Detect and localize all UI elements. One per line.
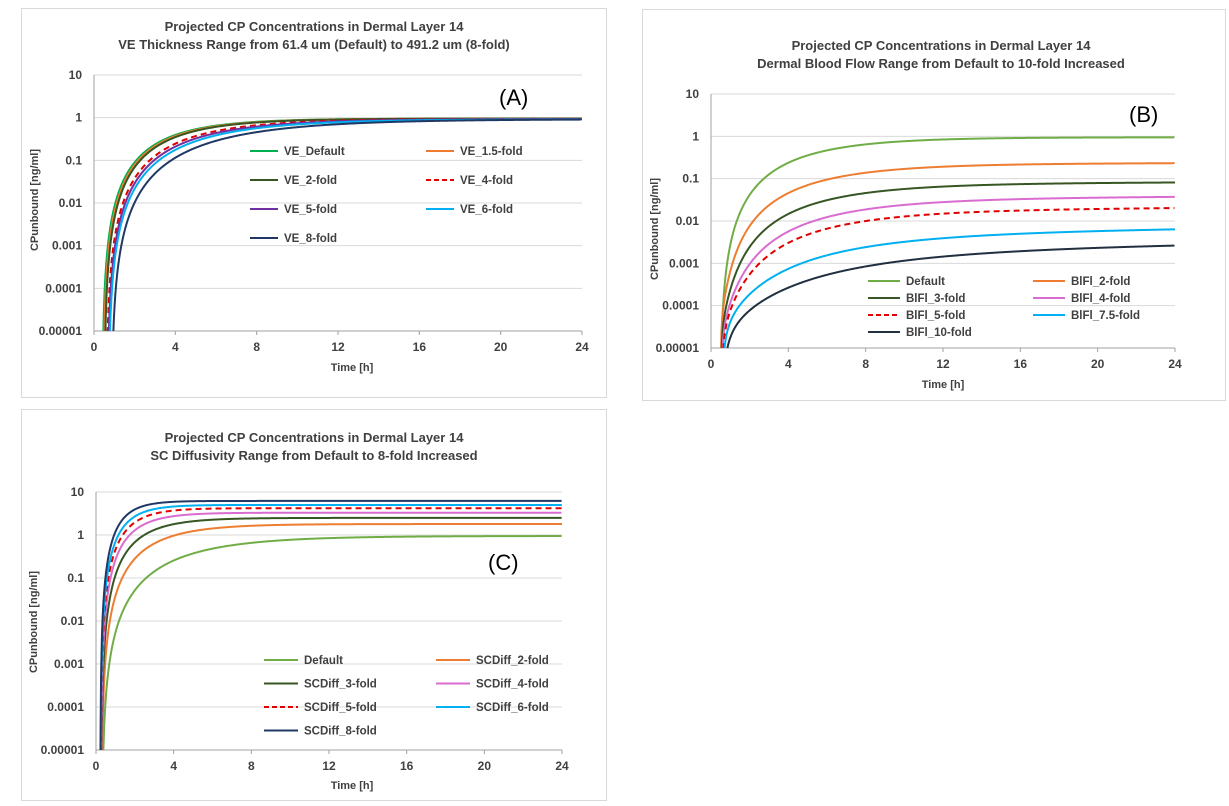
y-tick-label: 1 [692,129,699,143]
y-tick-label: 10 [686,87,700,101]
chart-a-xlabel: Time [h] [331,362,374,374]
series-line-0 [720,136,1175,348]
y-tick-label: 1 [75,111,82,125]
x-tick-label: 12 [331,340,345,354]
chart-b-title: Projected CP Concentrations in Dermal La… [792,38,1092,53]
y-tick-label: 0.1 [65,153,82,167]
series-line-1 [720,162,1175,348]
legend-label: VE_4-fold [460,175,513,187]
series-line-1 [101,523,562,750]
y-tick-label: 0.0001 [45,281,82,295]
y-tick-label: 0.001 [52,239,82,253]
y-tick-label: 0.00001 [656,341,700,355]
chart-b-ylabel: CPunbound [ng/ml] [649,178,661,280]
legend-label: VE_8-fold [284,233,337,245]
y-tick-label: 0.1 [67,571,84,585]
y-tick-label: 0.00001 [41,743,85,757]
legend-label: SCDiff_3-fold [304,679,377,691]
chart-b-subtitle: Dermal Blood Flow Range from Default to … [757,56,1125,71]
legend-label: BlFl_4-fold [1071,293,1130,305]
chart-c-xlabel: Time [h] [331,780,374,792]
legend-label: VE_5-fold [284,204,337,216]
y-tick-label: 0.0001 [662,299,699,313]
legend-label: BlFl_10-fold [906,327,972,339]
legend-label: SCDiff_2-fold [476,655,549,667]
chart-a-svg: Projected CP Concentrations in Dermal La… [29,19,589,374]
x-tick-label: 12 [936,357,950,371]
x-tick-label: 24 [1168,357,1182,371]
chart-a-ylabel: CPunbound [ng/ml] [29,149,41,251]
x-tick-label: 16 [400,759,414,773]
legend-label: VE_6-fold [460,204,513,216]
legend-label: Default [304,655,343,667]
x-tick-label: 8 [862,357,869,371]
x-tick-label: 8 [253,340,260,354]
chart-c-subtitle: SC Diffusivity Range from Default to 8-f… [150,448,477,463]
legend-label: VE_1.5-fold [460,146,523,158]
x-tick-label: 12 [322,759,336,773]
chart-b-panel-label: (B) [1129,102,1158,127]
y-tick-label: 10 [69,68,83,82]
x-tick-label: 24 [575,340,589,354]
legend-label: BlFl_5-fold [906,310,965,322]
x-tick-label: 16 [1014,357,1028,371]
chart-c-panel-label: (C) [488,550,519,575]
legend-label: VE_Default [284,146,345,158]
x-tick-label: 20 [1091,357,1105,371]
x-tick-label: 16 [413,340,427,354]
series-line-0 [102,535,562,750]
y-tick-label: 0.001 [54,657,84,671]
y-tick-label: 0.01 [61,614,85,628]
legend-label: Default [906,276,945,288]
y-tick-label: 0.1 [682,172,699,186]
y-tick-label: 0.0001 [47,700,84,714]
series-line-6 [112,118,582,331]
x-tick-label: 0 [91,340,98,354]
series-line-3 [100,511,562,750]
legend-label: SCDiff_4-fold [476,679,549,691]
chart-panel-c: Projected CP Concentrations in Dermal La… [21,409,607,801]
series-line-3 [721,195,1175,348]
series-line-5 [99,503,562,750]
chart-a-subtitle: VE Thickness Range from 61.4 um (Default… [118,37,510,52]
x-tick-label: 20 [494,340,508,354]
y-tick-label: 10 [71,485,85,499]
chart-c-ylabel: CPunbound [ng/ml] [28,571,40,673]
x-tick-label: 0 [708,357,715,371]
x-tick-label: 4 [172,340,179,354]
x-tick-label: 4 [785,357,792,371]
chart-b-svg: Projected CP Concentrations in Dermal La… [649,38,1182,391]
series-line-2 [100,516,562,750]
legend-label: VE_2-fold [284,175,337,187]
legend-label: SCDiff_5-fold [304,702,377,714]
series-line-5 [723,228,1175,348]
x-tick-label: 4 [170,759,177,773]
x-tick-label: 8 [248,759,255,773]
chart-panel-b: Projected CP Concentrations in Dermal La… [642,9,1226,401]
x-tick-label: 0 [93,759,100,773]
y-tick-label: 1 [77,528,84,542]
chart-panel-a: Projected CP Concentrations in Dermal La… [21,8,607,398]
series-line-4 [99,507,562,750]
chart-c-svg: Projected CP Concentrations in Dermal La… [28,430,569,792]
legend-label: BlFl_3-fold [906,293,965,305]
chart-b-xlabel: Time [h] [922,379,965,391]
x-tick-label: 24 [555,759,569,773]
series-line-2 [720,181,1175,348]
chart-a-title: Projected CP Concentrations in Dermal La… [165,19,465,34]
legend-label: SCDiff_6-fold [476,702,549,714]
chart-a-panel-label: (A) [499,85,528,110]
series-line-4 [722,207,1175,348]
y-tick-label: 0.00001 [39,324,83,338]
legend-label: SCDiff_8-fold [304,726,377,738]
chart-c-title: Projected CP Concentrations in Dermal La… [165,430,465,445]
legend-label: BlFl_7.5-fold [1071,310,1140,322]
legend-label: BlFl_2-fold [1071,276,1130,288]
y-tick-label: 0.01 [59,196,83,210]
y-tick-label: 0.001 [669,256,699,270]
series-line-6 [99,499,562,750]
x-tick-label: 20 [478,759,492,773]
y-tick-label: 0.01 [676,214,700,228]
series-line-6 [726,244,1175,348]
